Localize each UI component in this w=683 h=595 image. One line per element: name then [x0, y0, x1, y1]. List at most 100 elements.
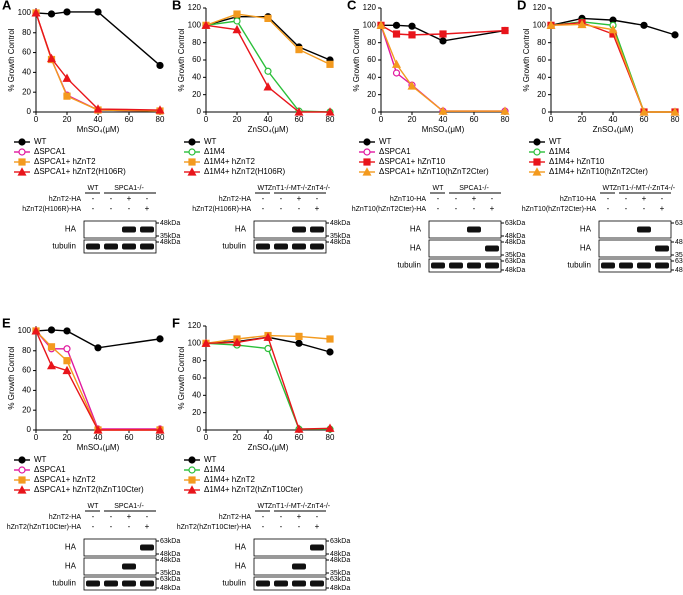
- band: [122, 226, 136, 233]
- row-label: hZnT10(hZnT2Cter)-HA: [352, 206, 427, 213]
- legend-label: WT: [204, 137, 217, 146]
- kda-marker: 63kDa: [505, 258, 525, 265]
- marker: [546, 20, 556, 29]
- y-tick-label: 40: [22, 385, 31, 394]
- y-tick-label: 60: [22, 366, 31, 375]
- sign: -: [316, 512, 319, 521]
- marker: [363, 148, 371, 156]
- blot-frame: [428, 258, 502, 273]
- sign: +: [145, 204, 150, 213]
- sign: -: [437, 194, 440, 203]
- y-tick-label: 20: [22, 87, 31, 96]
- marker: [63, 92, 71, 100]
- blot-frame: [83, 220, 157, 239]
- legend-label: ΔSPCA1+ hZnT2: [34, 475, 96, 484]
- marker: [93, 104, 103, 113]
- x-tick-label: 80: [326, 433, 335, 442]
- sign: -: [491, 194, 494, 203]
- band: [637, 262, 651, 269]
- marker: [17, 167, 27, 176]
- band: [104, 243, 118, 250]
- y-tick-label: 100: [18, 8, 32, 17]
- blot-frame: [428, 220, 502, 239]
- band: [449, 262, 463, 269]
- sign: -: [110, 522, 113, 531]
- y-tick-label: 80: [367, 38, 376, 47]
- marker: [295, 45, 303, 54]
- group-label: SPCA1-/-: [459, 185, 489, 192]
- sign: -: [92, 522, 95, 531]
- marker: [263, 332, 273, 341]
- kda-marker: 35kDa: [330, 570, 350, 577]
- x-tick-label: 20: [233, 433, 242, 442]
- kda-marker: 63kDa: [675, 220, 683, 227]
- panel-label: C: [347, 0, 357, 12]
- y-tick-label: 40: [192, 72, 201, 81]
- marker: [392, 21, 401, 29]
- marker: [63, 345, 71, 353]
- blot-frame: [253, 239, 327, 254]
- kda-marker: 63kDa: [160, 538, 180, 545]
- kda-marker: 48kDa: [160, 220, 180, 227]
- sign: -: [316, 194, 319, 203]
- sign: -: [280, 194, 283, 203]
- blot-label: HA: [410, 244, 422, 253]
- band: [104, 580, 118, 587]
- marker: [577, 19, 587, 29]
- sign: -: [455, 204, 458, 213]
- y-tick-label: 60: [192, 373, 201, 382]
- blot-label: HA: [65, 225, 77, 234]
- group-label: WT: [258, 185, 270, 192]
- x-tick-label: 80: [501, 115, 510, 124]
- band: [431, 262, 445, 269]
- sign: -: [92, 194, 95, 203]
- band: [310, 544, 324, 551]
- sign: -: [607, 194, 610, 203]
- x-tick-label: 40: [439, 115, 448, 124]
- sign: -: [92, 204, 95, 213]
- marker: [155, 105, 165, 114]
- sign: +: [472, 194, 477, 203]
- band: [292, 580, 306, 587]
- sign: -: [146, 512, 149, 521]
- marker: [294, 107, 304, 116]
- band: [467, 262, 481, 269]
- band: [256, 580, 270, 587]
- kda-marker: 48kDa: [675, 267, 683, 274]
- marker: [187, 167, 197, 176]
- marker: [201, 338, 211, 347]
- y-tick-label: 60: [537, 55, 546, 64]
- kda-marker: 48kDa: [505, 233, 525, 240]
- marker: [232, 337, 242, 347]
- x-tick-label: 60: [295, 433, 304, 442]
- sign: -: [298, 204, 301, 213]
- blot-label: HA: [580, 244, 592, 253]
- x-tick-label: 20: [233, 115, 242, 124]
- x-tick-label: 40: [264, 115, 273, 124]
- kda-marker: 48kDa: [505, 239, 525, 246]
- group-label: ZnT1-/-MT-/-ZnT4-/-: [268, 185, 331, 192]
- blot-label: tubulin: [567, 261, 591, 270]
- legend-label: Δ1M4+ hZnT2: [204, 157, 255, 166]
- band: [310, 243, 324, 250]
- y-tick-label: 120: [533, 3, 547, 12]
- marker: [188, 148, 196, 156]
- x-tick-label: 20: [63, 433, 72, 442]
- marker: [263, 82, 273, 91]
- blot-label: HA: [235, 562, 247, 571]
- sign: -: [280, 512, 283, 521]
- blot-label: tubulin: [52, 579, 76, 588]
- marker: [325, 423, 335, 432]
- x-tick-label: 20: [578, 115, 587, 124]
- blot-label: HA: [65, 543, 77, 552]
- marker: [264, 67, 272, 75]
- row-label: hZnT2(H106R)-HA: [22, 206, 81, 213]
- group-label: ZnT1-/-MT-/-ZnT4-/-: [268, 503, 331, 510]
- band: [310, 226, 324, 233]
- kda-marker: 35kDa: [505, 252, 525, 259]
- sign: -: [128, 522, 131, 531]
- marker: [532, 167, 542, 176]
- sign: -: [473, 204, 476, 213]
- marker: [233, 10, 241, 18]
